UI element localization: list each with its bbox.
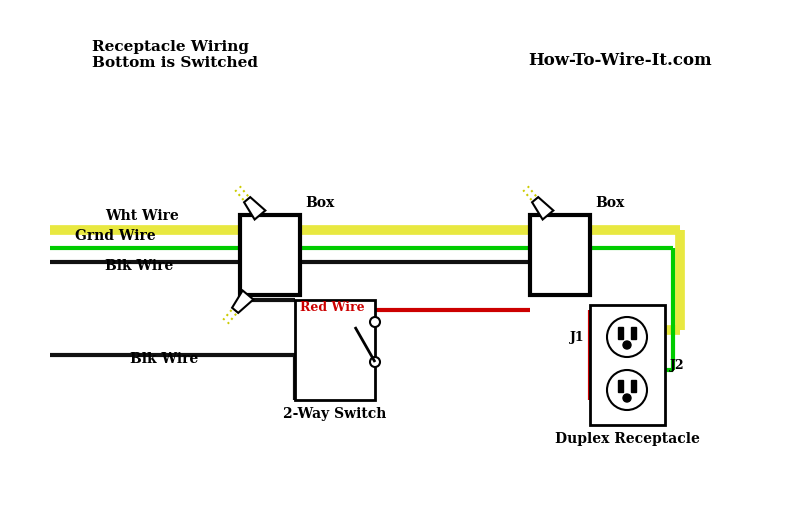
Bar <box>530 215 590 295</box>
Text: J2: J2 <box>670 358 685 371</box>
Text: Red Wire: Red Wire <box>300 301 365 314</box>
Text: Box: Box <box>595 196 624 210</box>
Polygon shape <box>244 197 266 219</box>
Bar <box>240 215 300 295</box>
Circle shape <box>607 370 647 410</box>
Circle shape <box>370 317 380 327</box>
Circle shape <box>623 341 631 349</box>
Text: 2-Way Switch: 2-Way Switch <box>283 407 386 421</box>
Text: Grnd Wire: Grnd Wire <box>75 229 156 243</box>
Text: Box: Box <box>305 196 334 210</box>
Circle shape <box>607 317 647 357</box>
Polygon shape <box>232 291 254 313</box>
Circle shape <box>370 357 380 367</box>
Bar <box>618 327 623 339</box>
Bar <box>631 327 636 339</box>
Text: Blk Wire: Blk Wire <box>105 259 174 273</box>
Text: How-To-Wire-It.com: How-To-Wire-It.com <box>528 51 712 69</box>
Text: Wht Wire: Wht Wire <box>105 209 178 223</box>
Bar <box>590 305 665 425</box>
Text: Receptacle Wiring
Bottom is Switched: Receptacle Wiring Bottom is Switched <box>92 40 258 70</box>
Text: J1: J1 <box>570 331 585 344</box>
Text: Duplex Receptacle: Duplex Receptacle <box>554 432 699 446</box>
Bar <box>618 380 623 392</box>
Bar <box>631 380 636 392</box>
Bar <box>295 300 375 400</box>
Polygon shape <box>532 197 554 219</box>
Circle shape <box>623 394 631 402</box>
Text: Blk Wire: Blk Wire <box>130 352 198 366</box>
